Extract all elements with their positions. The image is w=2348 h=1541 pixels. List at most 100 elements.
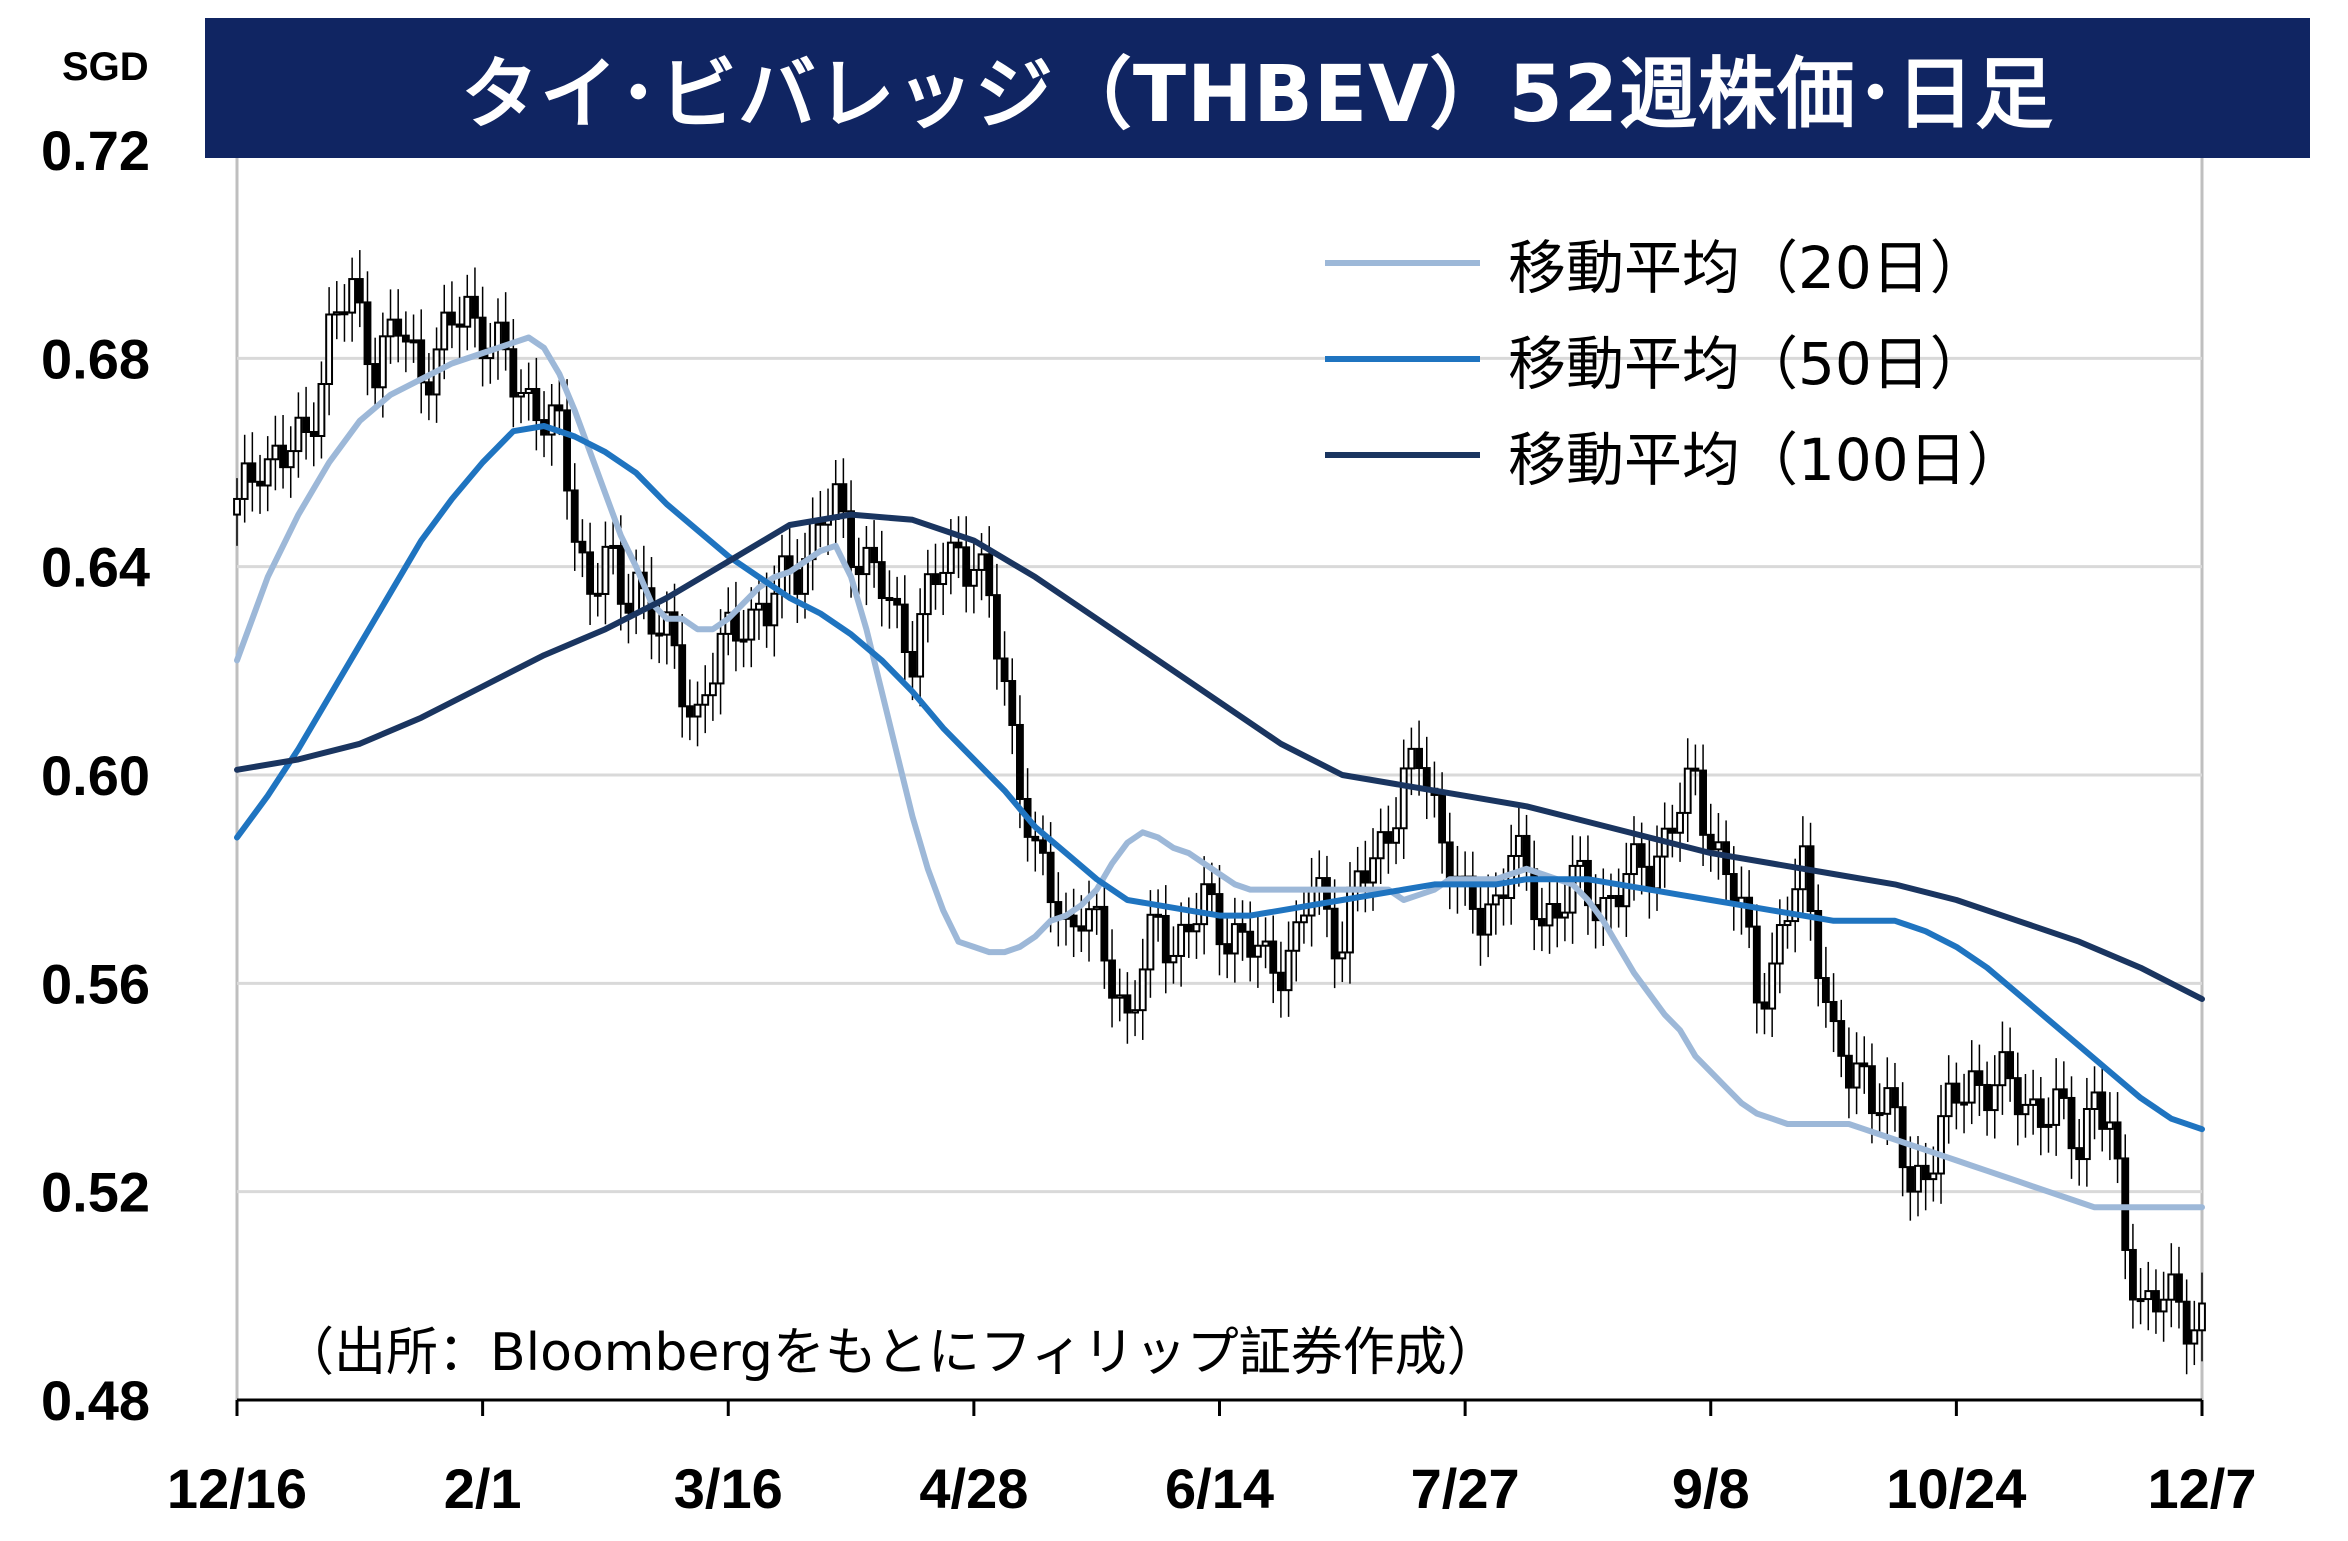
- candle-body: [655, 632, 664, 637]
- candle-body: [378, 335, 387, 389]
- candle-body: [1630, 843, 1638, 876]
- candle-body: [1683, 767, 1692, 814]
- x-tick-label: 10/24: [1886, 1457, 2026, 1520]
- candle-body: [1069, 914, 1078, 928]
- candle-body: [2113, 1121, 2122, 1160]
- candle-body: [916, 613, 925, 678]
- candle-body: [240, 462, 249, 500]
- candle-body: [355, 278, 364, 304]
- candle-body: [363, 301, 372, 366]
- candle-body: [977, 553, 986, 571]
- candle-body: [770, 592, 779, 627]
- candle-body: [2021, 1103, 2030, 1116]
- candle-body: [1729, 873, 1738, 905]
- candle-body: [701, 694, 710, 706]
- candle-body: [831, 483, 840, 520]
- candle-body: [401, 334, 410, 343]
- candle-body: [624, 602, 633, 614]
- candle-body: [1499, 894, 1508, 900]
- candle-body: [678, 644, 687, 708]
- candle-body: [1100, 905, 1109, 962]
- candle-body: [2044, 1123, 2053, 1128]
- candle-body: [1775, 924, 1784, 965]
- candle-body: [946, 541, 955, 574]
- candle-body: [1622, 873, 1631, 908]
- candle-body: [1392, 827, 1400, 844]
- candle-body: [1008, 680, 1017, 726]
- candle-body: [2090, 1091, 2099, 1111]
- candle-body: [1261, 940, 1270, 947]
- candle-body: [1668, 827, 1677, 834]
- candle-body: [371, 363, 380, 389]
- candle-body: [478, 316, 487, 360]
- legend-swatch-ma20: [1325, 260, 1480, 266]
- ma100-line: [234, 511, 2205, 1002]
- candle-body: [1614, 894, 1623, 908]
- candle-body: [309, 430, 318, 438]
- candle-body: [1998, 1051, 2007, 1087]
- y-axis-unit: SGD: [62, 45, 149, 89]
- candle-body: [670, 611, 679, 647]
- candle-body: [685, 705, 694, 718]
- candle-body: [793, 569, 802, 595]
- candle-body: [593, 592, 602, 597]
- candle-body: [2098, 1091, 2107, 1130]
- candle-body: [1576, 859, 1585, 867]
- candle-body: [969, 568, 978, 587]
- legend-label-ma100: 移動平均（100日）: [1508, 426, 2025, 494]
- candle-body: [1323, 877, 1331, 910]
- candle-body: [2152, 1290, 2160, 1313]
- candle-body: [1806, 845, 1815, 912]
- candle-body: [839, 483, 848, 513]
- candle-body: [455, 323, 464, 328]
- candle-body: [1238, 923, 1247, 933]
- candle-body: [1192, 923, 1201, 933]
- x-tick-label: 3/16: [674, 1457, 783, 1520]
- candle-body: [271, 444, 280, 461]
- candle-body: [893, 597, 902, 606]
- candle-body: [1353, 870, 1362, 889]
- candle-body: [386, 318, 395, 338]
- candle-body: [1369, 857, 1377, 884]
- candle-body: [2182, 1300, 2191, 1345]
- grid-lines: [237, 356, 2202, 1194]
- candle-body: [1929, 1172, 1938, 1181]
- ma50-line: [234, 423, 2205, 1133]
- candle-body: [1952, 1082, 1961, 1104]
- candle-body: [747, 608, 756, 641]
- candle-body: [1230, 923, 1239, 955]
- candle-body: [440, 311, 449, 351]
- candle-body: [1300, 914, 1308, 924]
- candle-body: [2144, 1290, 2153, 1301]
- candle-body: [1699, 769, 1707, 836]
- candle-body: [1330, 907, 1339, 960]
- candle-body: [1361, 870, 1370, 884]
- candle-body: [1584, 859, 1592, 907]
- candle-body: [532, 387, 541, 422]
- candle-body: [248, 462, 257, 483]
- chart-title: タイ･ビバレッジ（THBEV）52週株価･日足: [205, 18, 2310, 158]
- candle-body: [1921, 1164, 1930, 1181]
- candle-body: [1937, 1115, 1945, 1175]
- candle-body: [501, 321, 510, 351]
- candle-body: [2052, 1088, 2061, 1126]
- candle-body: [1031, 835, 1040, 842]
- candle-body: [1791, 888, 1800, 923]
- candle-body: [233, 497, 241, 516]
- candle-body: [1131, 1009, 1139, 1014]
- candle-body: [1714, 841, 1723, 851]
- candle-body: [325, 313, 334, 386]
- candle-body: [1852, 1062, 1861, 1089]
- candle-body: [1883, 1087, 1892, 1115]
- candle-body: [1476, 907, 1485, 936]
- candle-body: [2013, 1077, 2022, 1116]
- candle-body: [1545, 903, 1554, 927]
- candle-body: [647, 587, 656, 635]
- candle-body: [1768, 962, 1777, 1010]
- candle-body: [263, 458, 272, 487]
- candle-body: [1967, 1070, 1976, 1104]
- candle-body: [908, 651, 917, 678]
- candle-body: [1223, 943, 1232, 955]
- candle-body: [1676, 811, 1684, 834]
